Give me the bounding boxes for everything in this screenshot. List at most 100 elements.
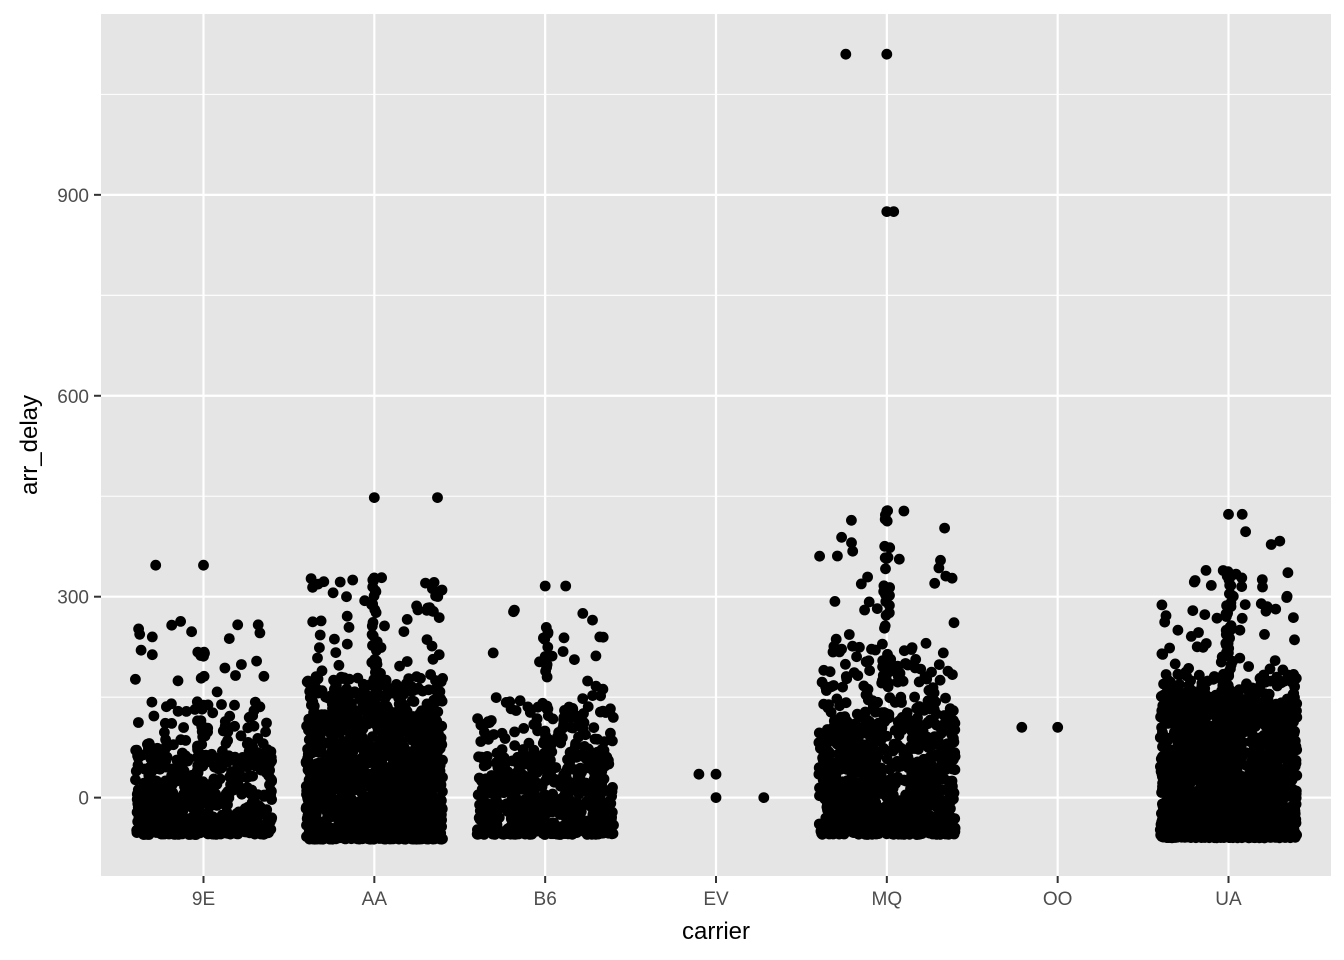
data-point [412, 604, 424, 616]
data-point [265, 757, 276, 768]
data-point [394, 729, 406, 740]
data-point [862, 813, 874, 825]
data-point [357, 699, 369, 711]
data-point [831, 801, 843, 813]
data-point [1223, 508, 1234, 520]
data-point [133, 717, 144, 728]
data-point [851, 651, 862, 663]
data-point [216, 699, 227, 710]
data-point [597, 683, 609, 695]
data-point [863, 596, 875, 608]
data-point [133, 752, 144, 764]
data-point [1205, 580, 1217, 591]
data-point [554, 807, 566, 819]
data-point [497, 780, 508, 791]
data-point [220, 738, 232, 749]
data-point [192, 765, 203, 776]
data-point [918, 797, 929, 808]
data-point [607, 782, 618, 793]
data-point [163, 808, 175, 820]
data-point [341, 763, 353, 775]
data-point [211, 686, 223, 698]
data-point [185, 812, 197, 824]
data-point [332, 754, 343, 765]
data-point [494, 825, 505, 837]
data-point [710, 768, 722, 780]
data-point [934, 674, 946, 686]
data-point [1282, 567, 1294, 579]
data-point [919, 813, 931, 824]
data-point [368, 590, 380, 602]
data-point [416, 728, 428, 740]
data-point [892, 660, 903, 672]
data-point [243, 818, 255, 830]
data-point [146, 649, 158, 661]
data-point [921, 731, 933, 743]
data-point [887, 773, 899, 784]
data-point [312, 652, 323, 664]
data-point [829, 596, 841, 607]
data-point [542, 628, 554, 639]
data-point [401, 810, 413, 822]
data-point [434, 772, 445, 784]
data-point [1189, 575, 1201, 586]
data-point [571, 785, 583, 797]
data-point [221, 806, 233, 818]
data-point [546, 806, 558, 818]
data-point [159, 717, 171, 729]
data-point [341, 610, 353, 622]
data-point [146, 631, 158, 643]
data-point [518, 723, 530, 734]
data-point [560, 580, 572, 592]
data-point [1193, 669, 1205, 681]
data-point [222, 786, 234, 798]
data-point [906, 642, 918, 653]
data-point [909, 691, 920, 703]
data-point [514, 815, 526, 826]
data-point [948, 617, 960, 629]
data-point [937, 647, 949, 659]
data-point [569, 654, 580, 665]
data-point [322, 725, 334, 737]
data-point [372, 724, 384, 736]
data-point [383, 785, 395, 796]
data-point [945, 785, 957, 797]
data-point [927, 682, 939, 694]
data-point [380, 833, 392, 845]
data-point [884, 600, 895, 611]
data-point [254, 701, 266, 713]
data-point [929, 770, 941, 782]
data-point [427, 706, 439, 718]
data-point [873, 813, 885, 825]
data-point [563, 701, 575, 713]
data-point [1052, 721, 1064, 733]
data-point [341, 638, 353, 650]
data-point [539, 789, 551, 800]
data-point [938, 746, 950, 758]
data-point [586, 787, 598, 798]
data-point [195, 672, 207, 684]
data-point [557, 646, 569, 657]
data-point [949, 717, 961, 729]
data-point [824, 791, 836, 802]
data-point [434, 782, 446, 793]
data-point [147, 786, 159, 798]
data-point [177, 805, 189, 816]
data-point [230, 670, 241, 681]
data-point [396, 781, 407, 792]
data-point [1236, 508, 1248, 520]
data-point [261, 717, 272, 729]
data-point [434, 675, 446, 687]
data-point [415, 811, 426, 822]
data-point [422, 802, 434, 813]
data-point [881, 753, 893, 765]
data-point [351, 815, 362, 826]
data-point [181, 771, 192, 783]
data-point [693, 768, 705, 780]
data-point [905, 757, 917, 769]
data-point [937, 796, 949, 808]
data-point [473, 772, 485, 784]
data-point [841, 820, 853, 832]
data-point [376, 749, 388, 761]
data-point [861, 756, 873, 768]
